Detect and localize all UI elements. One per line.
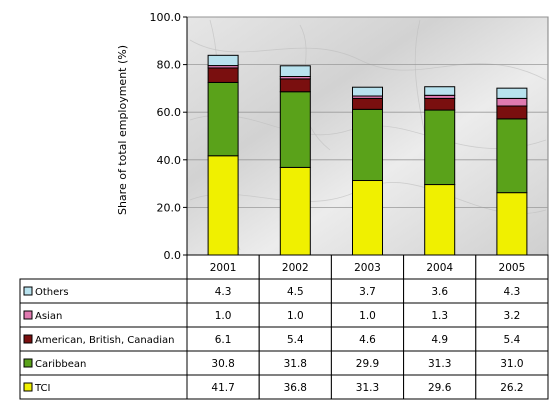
legend-swatch — [23, 310, 33, 320]
data-label: 31.3 — [428, 358, 451, 370]
data-label: 5.4 — [287, 334, 304, 346]
table-cell — [258, 326, 332, 352]
x-tick-label: 2005 — [499, 262, 526, 274]
data-label: 4.5 — [287, 286, 304, 298]
data-table: 2001 2002 2003 2004 2005 Others 4.3 4.5 3.7 3.6 4.… — [19, 254, 549, 400]
data-label: 1.0 — [287, 310, 304, 322]
legend-swatch — [23, 286, 33, 296]
table-cell — [475, 350, 549, 376]
bar-segment-tci-2003 — [352, 180, 383, 256]
table-row-label-cell — [19, 278, 188, 304]
legend-swatch — [23, 382, 33, 392]
data-label: 3.6 — [431, 286, 448, 298]
x-tick-label: 2002 — [282, 262, 309, 274]
bar-segment-american-british-canadian-2003 — [352, 97, 383, 110]
bar-segment-caribbean-2005 — [496, 118, 528, 194]
legend-label: Caribbean — [35, 359, 86, 370]
y-axis: 0.0 20.0 40.0 60.0 80.0 100.0 — [150, 11, 188, 262]
data-label: 3.2 — [504, 310, 521, 322]
table-header-cell — [475, 254, 549, 280]
table-row-label-cell — [19, 350, 188, 376]
bar-segment-others-2002 — [279, 65, 311, 78]
data-label: 36.8 — [284, 382, 307, 394]
data-label: 4.6 — [359, 334, 376, 346]
table-cell — [475, 326, 549, 352]
table-row-label-cell — [19, 302, 188, 328]
data-label: 4.3 — [215, 286, 232, 298]
y-tick-label: 100.0 — [150, 11, 182, 24]
x-tick-label: 2001 — [210, 262, 237, 274]
y-tick-label: 20.0 — [157, 201, 182, 214]
table-cell — [475, 374, 549, 400]
table-row-label-cell — [19, 326, 188, 352]
table-header-cell — [330, 254, 405, 280]
x-tick-label: 2004 — [426, 262, 453, 274]
bar-segment-tci-2005 — [496, 192, 528, 256]
marble-texture — [189, 114, 547, 149]
legend-swatch — [23, 334, 33, 344]
data-label: 1.3 — [431, 310, 448, 322]
data-label: 6.1 — [215, 334, 232, 346]
y-tick-label: 60.0 — [157, 106, 182, 119]
bar-segment-american-british-canadian-2004 — [424, 97, 456, 111]
table-cell — [330, 302, 405, 328]
bar-segment-others-2001 — [207, 54, 239, 67]
data-label: 29.6 — [428, 382, 452, 394]
bar-segment-tci-2001 — [207, 155, 239, 256]
table-cell — [186, 278, 260, 304]
data-label: 30.8 — [211, 358, 234, 370]
data-label: 5.4 — [504, 334, 521, 346]
bar-segment-american-british-canadian-2001 — [207, 67, 239, 83]
bar-segment-tci-2004 — [424, 184, 456, 256]
table-cell — [403, 374, 477, 400]
data-label: 41.7 — [211, 382, 234, 394]
table-cell — [186, 350, 260, 376]
bar-segment-others-2004 — [424, 86, 456, 96]
table-cell — [186, 302, 260, 328]
bar-segment-caribbean-2003 — [352, 108, 383, 182]
marble-texture — [189, 39, 547, 81]
legend-label: TCI — [34, 383, 50, 394]
data-label: 31.0 — [500, 358, 523, 370]
bar-segment-american-british-canadian-2005 — [496, 105, 528, 120]
bar-segment-others-2005 — [496, 87, 528, 99]
data-label: 1.0 — [359, 310, 376, 322]
bar-segment-caribbean-2002 — [279, 91, 311, 168]
data-label: 31.3 — [356, 382, 379, 394]
legend-label: American, British, Canadian — [35, 335, 174, 346]
y-tick-label: 0.0 — [164, 249, 182, 262]
data-label: 31.8 — [284, 358, 307, 370]
bars — [207, 54, 528, 256]
x-tick-label: 2003 — [354, 262, 381, 274]
legend-swatch — [23, 358, 33, 368]
bar-segment-caribbean-2001 — [207, 81, 239, 157]
bar-segment-tci-2002 — [279, 166, 311, 256]
bar-segment-american-british-canadian-2002 — [279, 78, 311, 93]
bar-segment-asian-2005 — [496, 97, 528, 107]
data-label: 4.3 — [504, 286, 521, 298]
table-cell — [258, 350, 332, 376]
data-label: 26.2 — [500, 382, 523, 394]
y-axis-label: Share of total employment (%) — [116, 45, 129, 215]
bar-segment-caribbean-2004 — [424, 109, 456, 186]
table-cell — [330, 350, 405, 376]
data-label: 29.9 — [356, 358, 379, 370]
data-label: 4.9 — [431, 334, 448, 346]
legend-label: Others — [35, 287, 69, 298]
table-cell — [186, 326, 260, 352]
data-label: 3.7 — [359, 286, 376, 298]
bar-segment-others-2003 — [352, 86, 383, 97]
table-row-label-cell — [19, 374, 188, 400]
y-tick-label: 80.0 — [157, 59, 182, 72]
legend-label: Asian — [35, 311, 62, 322]
y-tick-label: 40.0 — [157, 154, 182, 167]
table-cell — [330, 278, 405, 304]
table-cell — [403, 350, 477, 376]
table-cell — [186, 374, 260, 400]
table-cell — [330, 374, 405, 400]
data-label: 1.0 — [215, 310, 232, 322]
